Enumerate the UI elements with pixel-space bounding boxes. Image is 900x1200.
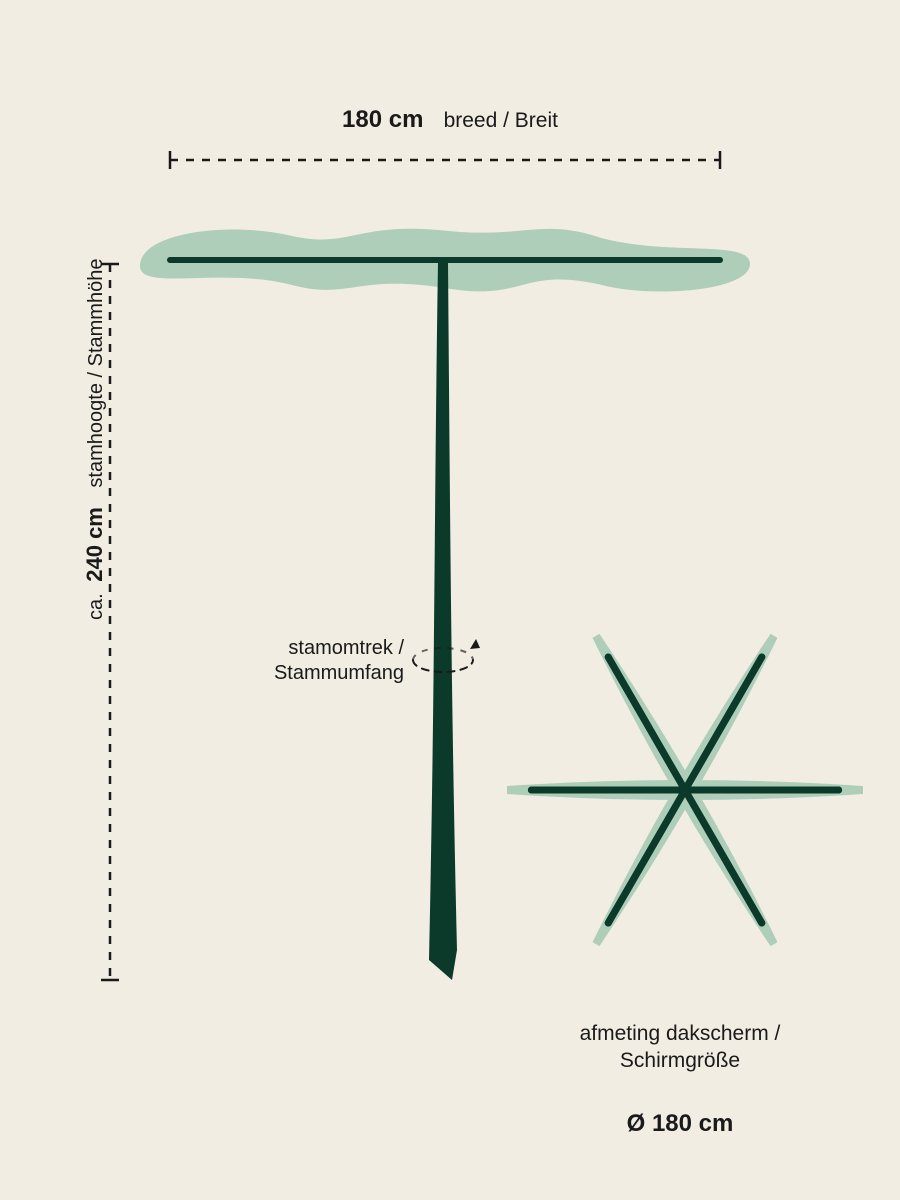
height-desc: stamhoogte / Stammhöhe: [85, 259, 107, 488]
width-value: 180 cm: [342, 106, 423, 133]
width-dimension-label: 180 cm breed / Breit: [0, 106, 900, 134]
diagram-stage: 180 cm breed / Breit ca. 240 cm stamhoog…: [0, 0, 900, 1200]
width-dimension-line: [170, 151, 720, 169]
height-value: 240 cm: [82, 507, 107, 582]
canopy-line2: Schirmgröße: [620, 1049, 740, 1072]
height-prefix: ca.: [85, 593, 107, 620]
canopy-diameter-value: Ø 180 cm: [520, 1110, 840, 1138]
trunk: [429, 262, 457, 980]
circumference-label: stamomtrek / Stammumfang: [204, 636, 404, 686]
canopy-line1: afmeting dakscherm /: [580, 1022, 781, 1045]
canopy-top-view: [507, 634, 863, 947]
height-dimension-label: ca. 240 cm stamhoogte / Stammhöhe: [82, 259, 108, 620]
circumference-line2: Stammumfang: [274, 662, 404, 684]
width-desc: breed / Breit: [444, 109, 558, 132]
circumference-line1: stamomtrek /: [288, 637, 404, 659]
canopy-size-label: afmeting dakscherm / Schirmgröße: [520, 1020, 840, 1075]
